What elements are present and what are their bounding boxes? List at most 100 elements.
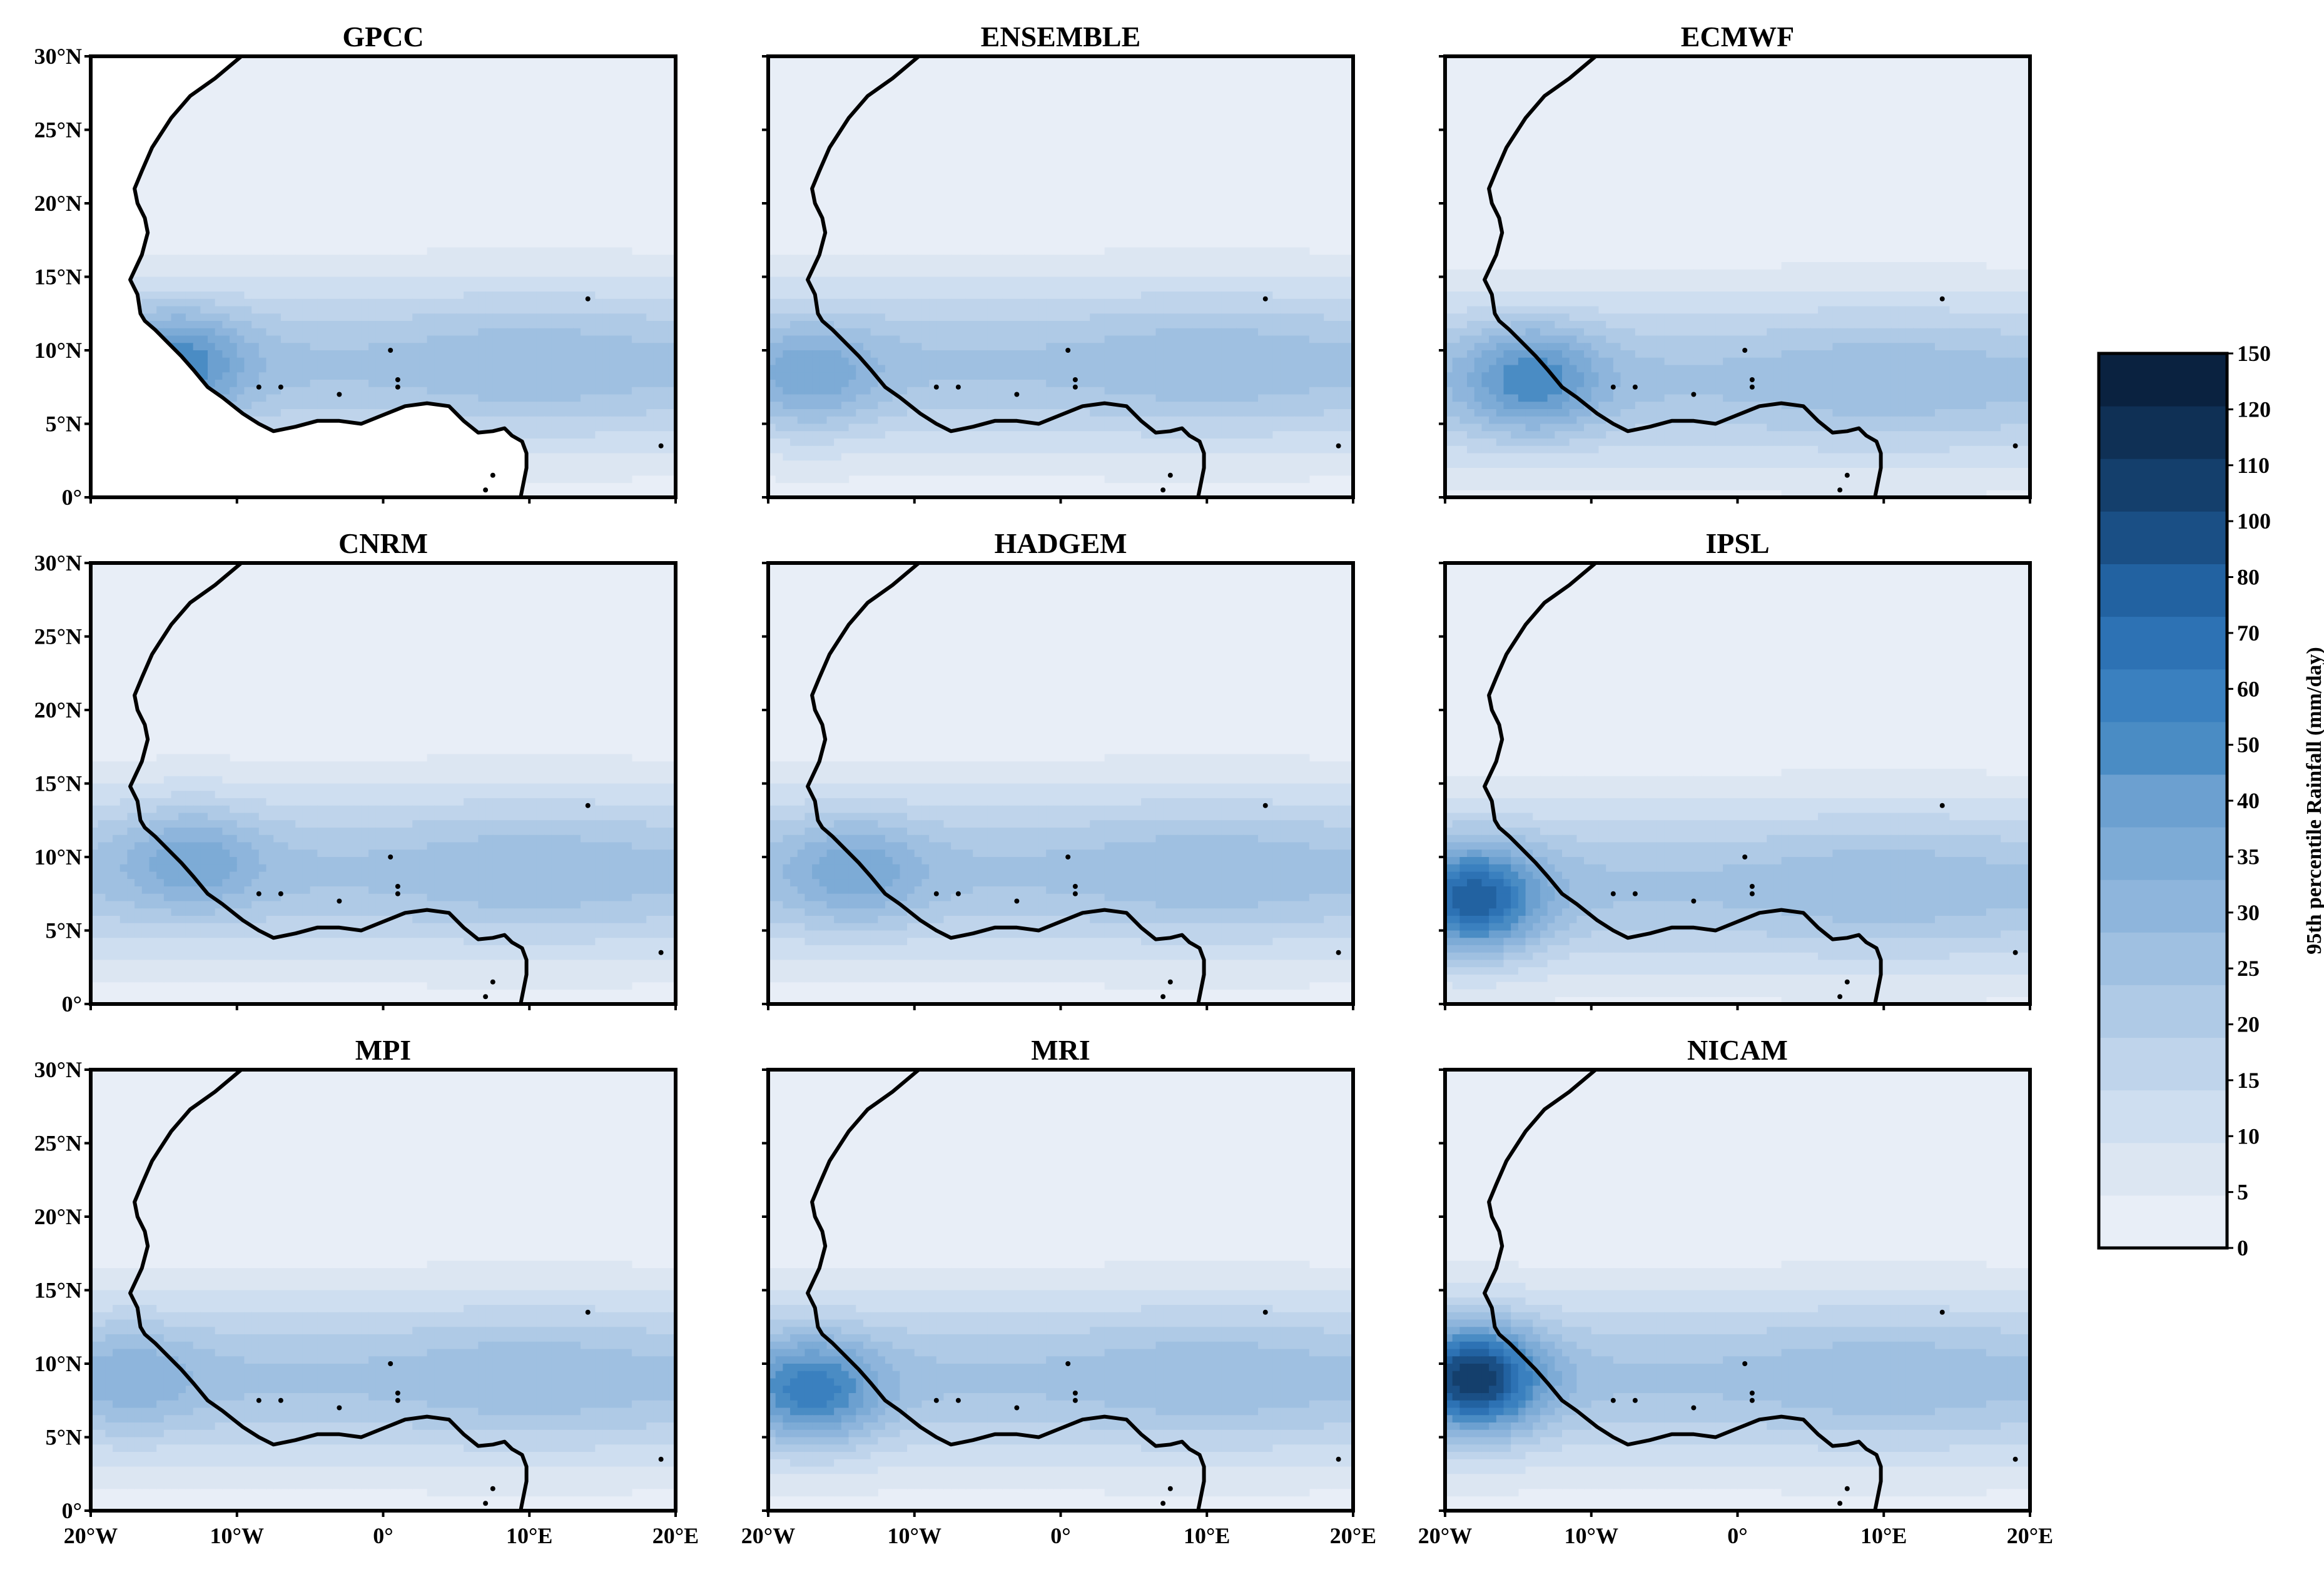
rainfall-cell	[1338, 409, 1346, 417]
rainfall-cell	[1272, 365, 1281, 373]
rainfall-cell	[375, 350, 384, 358]
rainfall-cell	[1229, 343, 1237, 351]
rainfall-cell	[965, 439, 973, 447]
rainfall-cell	[1265, 423, 1274, 432]
rainfall-cell	[1046, 350, 1054, 358]
rainfall-cell	[412, 269, 420, 278]
rainfall-cell	[1060, 269, 1068, 278]
rainfall-cell	[1280, 357, 1288, 366]
rainfall-cell	[581, 416, 589, 425]
rainfall-cell	[1309, 439, 1317, 447]
rainfall-cell	[236, 306, 245, 314]
rainfall-cell	[280, 365, 289, 373]
rainfall-cell	[965, 365, 973, 373]
rainfall-cell	[566, 475, 574, 484]
rainfall-cell	[790, 365, 798, 373]
rainfall-cell	[1148, 445, 1157, 454]
rainfall-cell	[442, 335, 450, 343]
rainfall-cell	[522, 409, 530, 417]
rainfall-cell	[1068, 423, 1076, 432]
rainfall-cell	[1280, 306, 1288, 314]
rainfall-cell	[485, 255, 494, 263]
rainfall-cell	[1134, 475, 1142, 484]
rainfall-cell	[449, 350, 457, 358]
rainfall-cell	[178, 328, 186, 337]
rainfall-cell	[1155, 468, 1164, 476]
rainfall-cell	[559, 372, 567, 380]
rainfall-cell	[1134, 262, 1142, 270]
rainfall-cell	[797, 313, 806, 322]
rainfall-cell	[653, 335, 662, 343]
rainfall-cell	[163, 276, 172, 285]
rainfall-cell	[929, 255, 937, 263]
rainfall-cell	[1075, 292, 1083, 300]
rainfall-cell	[581, 431, 589, 439]
rainfall-cell	[958, 306, 967, 314]
rainfall-cell	[1287, 416, 1296, 425]
rainfall-cell	[230, 387, 238, 395]
rainfall-cell	[1031, 343, 1040, 351]
rainfall-cell	[317, 409, 325, 417]
rainfall-cell	[266, 269, 274, 278]
rainfall-cell	[442, 306, 450, 314]
rainfall-cell	[178, 284, 186, 292]
rainfall-cell	[427, 335, 435, 343]
rainfall-cell	[507, 306, 515, 314]
rainfall-cell	[1243, 460, 1251, 469]
rainfall-cell	[559, 306, 567, 314]
map-panel-ensemble: ENSEMBLE	[762, 21, 1355, 504]
rainfall-cell	[559, 350, 567, 358]
rainfall-cell	[1192, 269, 1200, 278]
rainfall-cell	[631, 357, 640, 366]
rainfall-cell	[185, 306, 194, 314]
rainfall-cell	[1155, 328, 1164, 337]
rainfall-cell	[353, 328, 362, 337]
rainfall-cell	[1825, 262, 1834, 270]
rainfall-cell	[1324, 380, 1332, 388]
rainfall-cell	[1046, 255, 1054, 263]
rainfall-cell	[768, 255, 776, 263]
rainfall-cell	[317, 387, 325, 395]
rainfall-cell	[1097, 468, 1105, 476]
rainfall-cell	[266, 416, 274, 425]
rainfall-cell	[1243, 284, 1251, 292]
rainfall-cell	[1002, 380, 1010, 388]
rainfall-cell	[587, 445, 596, 454]
rainfall-cell	[1024, 306, 1032, 314]
rainfall-cell	[661, 269, 669, 278]
rainfall-cell	[973, 335, 981, 343]
rainfall-cell	[544, 357, 552, 366]
rainfall-cell	[434, 343, 442, 351]
rainfall-cell	[551, 431, 559, 439]
rainfall-cell	[470, 298, 479, 307]
rainfall-cell	[566, 357, 574, 366]
rainfall-cell	[1141, 445, 1149, 454]
rainfall-cell	[397, 335, 406, 343]
rainfall-cell	[178, 292, 186, 300]
rainfall-cell	[797, 394, 806, 402]
rainfall-cell	[478, 335, 486, 343]
rainfall-cell	[230, 394, 238, 402]
rainfall-cell	[834, 416, 842, 425]
rainfall-cell	[492, 380, 501, 388]
rainfall-cell	[1207, 409, 1215, 417]
rainfall-cell	[892, 262, 900, 270]
rainfall-cell	[1009, 306, 1017, 314]
rainfall-cell	[412, 335, 420, 343]
rainfall-cell	[353, 269, 362, 278]
rainfall-cell	[1119, 357, 1127, 366]
rainfall-cell	[383, 335, 391, 343]
rainfall-cell	[1221, 365, 1229, 373]
rainfall-cell	[995, 255, 1003, 263]
rainfall-cell	[295, 365, 303, 373]
rainfall-cell	[587, 475, 596, 484]
rainfall-cell	[602, 292, 611, 300]
rainfall-cell	[551, 276, 559, 285]
rainfall-cell	[595, 468, 603, 476]
rainfall-cell	[914, 365, 923, 373]
rainfall-cell	[456, 335, 464, 343]
rainfall-cell	[1302, 313, 1310, 322]
rainfall-cell	[1090, 439, 1098, 447]
rainfall-cell	[1046, 460, 1054, 469]
rainfall-cell	[624, 423, 632, 432]
